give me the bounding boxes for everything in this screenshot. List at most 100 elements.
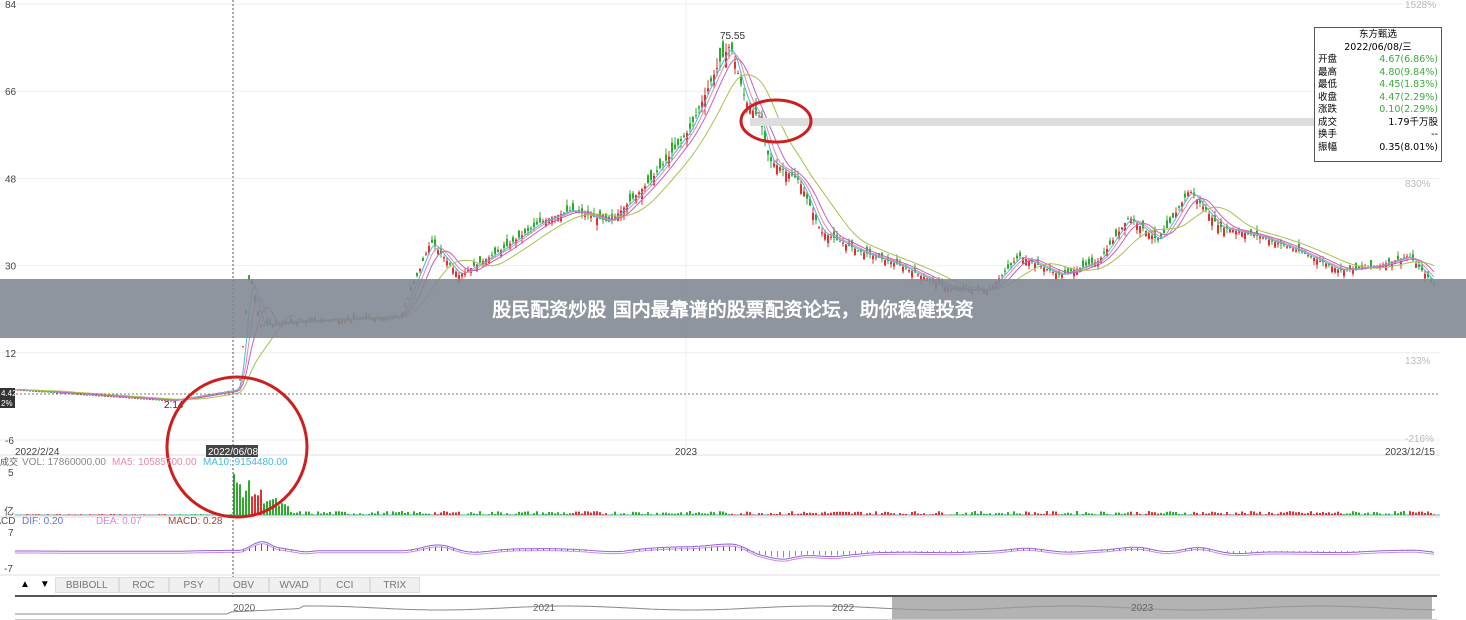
- volume-bar: [1076, 511, 1078, 515]
- volume-bar: [1067, 513, 1069, 515]
- volume-bar: [710, 512, 712, 515]
- volume-bar: [974, 511, 976, 515]
- scroll-down-button[interactable]: ▼: [35, 577, 55, 593]
- candle-body: [1295, 250, 1297, 252]
- candle-body: [785, 171, 787, 182]
- volume-bar: [914, 511, 916, 515]
- tab-wvad[interactable]: WVAD: [269, 577, 320, 593]
- macd-bar: [759, 551, 760, 554]
- candle-body: [1223, 228, 1225, 236]
- tab-psy[interactable]: PSY: [169, 577, 219, 593]
- candle-body: [1001, 275, 1003, 276]
- candle-body: [1334, 268, 1336, 272]
- volume-bar: [437, 514, 439, 515]
- tab-obv[interactable]: OBV: [219, 577, 269, 593]
- candle-body: [719, 48, 721, 62]
- volume-bar: [1310, 511, 1312, 515]
- volume-bar: [1346, 513, 1348, 515]
- volume-bar: [833, 512, 835, 515]
- volume-bar: [566, 514, 568, 515]
- volume-bar: [1379, 513, 1381, 515]
- candle-body: [1127, 218, 1129, 219]
- tab-cci[interactable]: CCI: [320, 577, 370, 593]
- candle-body: [449, 263, 451, 264]
- volume-bar: [1139, 514, 1141, 515]
- dif-line: [15, 542, 1434, 560]
- candle-body: [1172, 213, 1174, 218]
- candle-body: [1148, 233, 1150, 239]
- candle-body: [416, 273, 418, 276]
- volume-bar: [491, 512, 493, 515]
- candle-body: [812, 213, 814, 220]
- volume-bar: [677, 513, 679, 515]
- volume-bar: [851, 514, 853, 515]
- candle-body: [506, 239, 508, 246]
- candle-body: [1244, 233, 1246, 239]
- volume-bar: [1226, 512, 1228, 515]
- vol-ma10: MA10: 9154480.00: [203, 457, 288, 468]
- volume-bar: [242, 497, 244, 515]
- volume-bar: [884, 512, 886, 515]
- volume-bar: [923, 513, 925, 515]
- candle-body: [1121, 227, 1123, 229]
- volume-bar: [419, 512, 421, 515]
- candle-body: [425, 254, 427, 255]
- candle-body: [527, 228, 529, 231]
- candle-body: [1067, 269, 1069, 273]
- volume-bar: [740, 513, 742, 515]
- volume-bar: [38, 514, 40, 515]
- candle-body: [536, 222, 538, 225]
- volume-bar: [1043, 514, 1045, 515]
- candle-body: [1313, 258, 1315, 261]
- volume-bar: [518, 512, 520, 515]
- info-row: 换手--: [1315, 129, 1441, 142]
- macd-bar: [825, 551, 826, 555]
- candle-body: [455, 272, 457, 277]
- time-navigator[interactable]: 2020 2021 2022 2023: [15, 595, 1437, 620]
- macd-bar: [795, 551, 796, 556]
- volume-bar: [1268, 512, 1270, 515]
- navigator-selection[interactable]: [892, 597, 1432, 619]
- candle-body: [683, 135, 685, 137]
- volume-bar: [1040, 514, 1042, 515]
- y-tick-label: -6: [5, 436, 14, 447]
- scroll-up-button[interactable]: ▲: [15, 577, 35, 593]
- banner-text: 股民配资炒股 国内最靠谱的股票配资论坛，助你稳健投资: [492, 295, 974, 322]
- volume-bar: [1301, 513, 1303, 515]
- volume-bar: [749, 512, 751, 515]
- volume-bar: [1319, 513, 1321, 515]
- navigator-label: 2023: [1131, 603, 1153, 614]
- volume-bar: [938, 511, 940, 515]
- candle-body: [1232, 230, 1234, 232]
- volume-bar: [533, 513, 535, 515]
- volume-bar: [773, 514, 775, 515]
- volume-bar: [47, 514, 49, 515]
- volume-bar: [995, 513, 997, 515]
- info-value: 4.80(9.84%): [1379, 67, 1438, 80]
- volume-bar: [1115, 513, 1117, 515]
- volume-bar: [1421, 512, 1423, 515]
- volume-bar: [473, 514, 475, 515]
- volume-bar: [1016, 514, 1018, 515]
- x-tick-label: 2023: [675, 447, 698, 458]
- y-tick-label: 12: [5, 349, 17, 360]
- volume-bar: [788, 513, 790, 515]
- tab-roc[interactable]: ROC: [119, 577, 169, 593]
- volume-bar: [1103, 512, 1105, 515]
- volume-bar: [482, 514, 484, 515]
- candle-body: [1259, 236, 1261, 238]
- ma-line: [15, 50, 1434, 400]
- tab-trix[interactable]: TRIX: [370, 577, 420, 593]
- volume-bar: [476, 514, 478, 515]
- tab-bbiboll[interactable]: BBIBOLL: [55, 577, 119, 593]
- candle-body: [1319, 261, 1321, 262]
- candle-body: [1262, 237, 1264, 238]
- volume-bar: [902, 514, 904, 515]
- info-value: 0.35(8.01%): [1379, 142, 1438, 155]
- volume-bar: [674, 514, 676, 515]
- candle-body: [1151, 236, 1153, 240]
- candle-body: [1424, 274, 1426, 279]
- volume-bar: [1085, 512, 1087, 515]
- volume-bar: [1403, 511, 1405, 515]
